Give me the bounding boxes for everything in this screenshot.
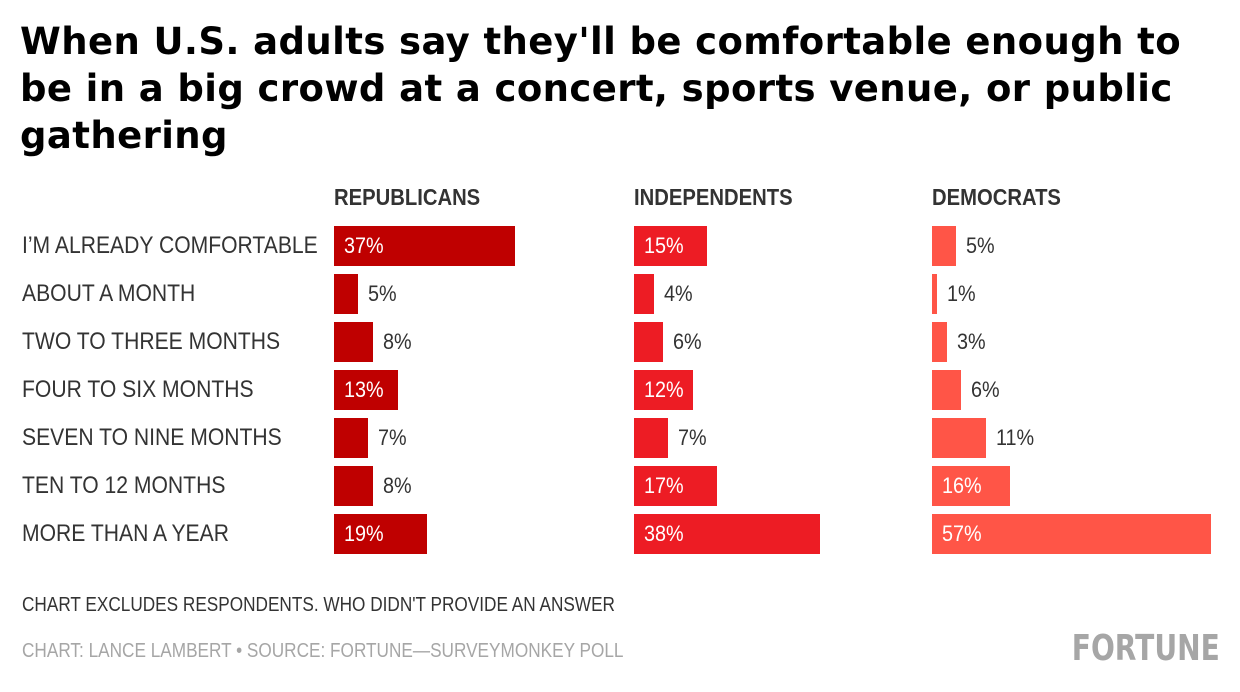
data-label: 12% — [644, 377, 684, 402]
data-label: 4% — [664, 281, 693, 306]
data-label: 57% — [942, 521, 982, 546]
bar — [634, 514, 820, 554]
data-label: 6% — [673, 329, 702, 354]
bar — [932, 274, 937, 314]
data-label: 7% — [378, 425, 407, 450]
category-label: ABOUT A MONTH — [22, 280, 196, 307]
data-label: 1% — [947, 281, 976, 306]
data-label: 5% — [966, 233, 995, 258]
data-label: 8% — [383, 329, 412, 354]
bar — [334, 322, 373, 362]
series-header: DEMOCRATS — [932, 184, 1061, 210]
fortune-logo: FORTUNE — [1071, 628, 1220, 669]
bar — [634, 418, 668, 458]
data-label: 17% — [644, 473, 684, 498]
data-label: 37% — [344, 233, 384, 258]
bar — [932, 226, 956, 266]
category-label: MORE THAN A YEAR — [22, 520, 229, 547]
chart-title: When U.S. adults say they'll be comforta… — [20, 20, 1182, 157]
chart-credit: CHART: LANCE LAMBERT • SOURCE: FORTUNE—S… — [22, 640, 624, 662]
bar — [634, 466, 717, 506]
bar — [334, 514, 427, 554]
bar — [634, 226, 707, 266]
bar — [334, 370, 398, 410]
data-label: 3% — [957, 329, 986, 354]
bar — [634, 370, 693, 410]
data-label: 11% — [996, 425, 1035, 450]
bar — [932, 322, 947, 362]
data-label: 7% — [678, 425, 707, 450]
data-label: 19% — [344, 521, 384, 546]
category-label: SEVEN TO NINE MONTHS — [22, 424, 282, 451]
bar — [634, 322, 663, 362]
category-label: TWO TO THREE MONTHS — [22, 328, 281, 355]
data-label: 15% — [644, 233, 684, 258]
bar — [932, 466, 1010, 506]
bar — [334, 274, 358, 314]
chart-note: CHART EXCLUDES RESPONDENTS. WHO DIDN'T P… — [22, 594, 615, 616]
series-header: INDEPENDENTS — [634, 184, 793, 210]
data-label: 38% — [644, 521, 684, 546]
series-header: REPUBLICANS — [334, 184, 481, 210]
category-label: TEN TO 12 MONTHS — [22, 472, 226, 499]
data-label: 13% — [344, 377, 384, 402]
data-label: 6% — [971, 377, 1000, 402]
data-label: 8% — [383, 473, 412, 498]
data-label: 16% — [942, 473, 982, 498]
category-label: I’M ALREADY COMFORTABLE — [22, 232, 318, 259]
category-label: FOUR TO SIX MONTHS — [22, 376, 254, 403]
bar — [334, 418, 368, 458]
data-label: 5% — [368, 281, 397, 306]
bar — [932, 514, 1211, 554]
bar — [932, 418, 986, 458]
bar — [634, 274, 654, 314]
bar — [334, 466, 373, 506]
bar — [334, 226, 515, 266]
bar — [932, 370, 961, 410]
